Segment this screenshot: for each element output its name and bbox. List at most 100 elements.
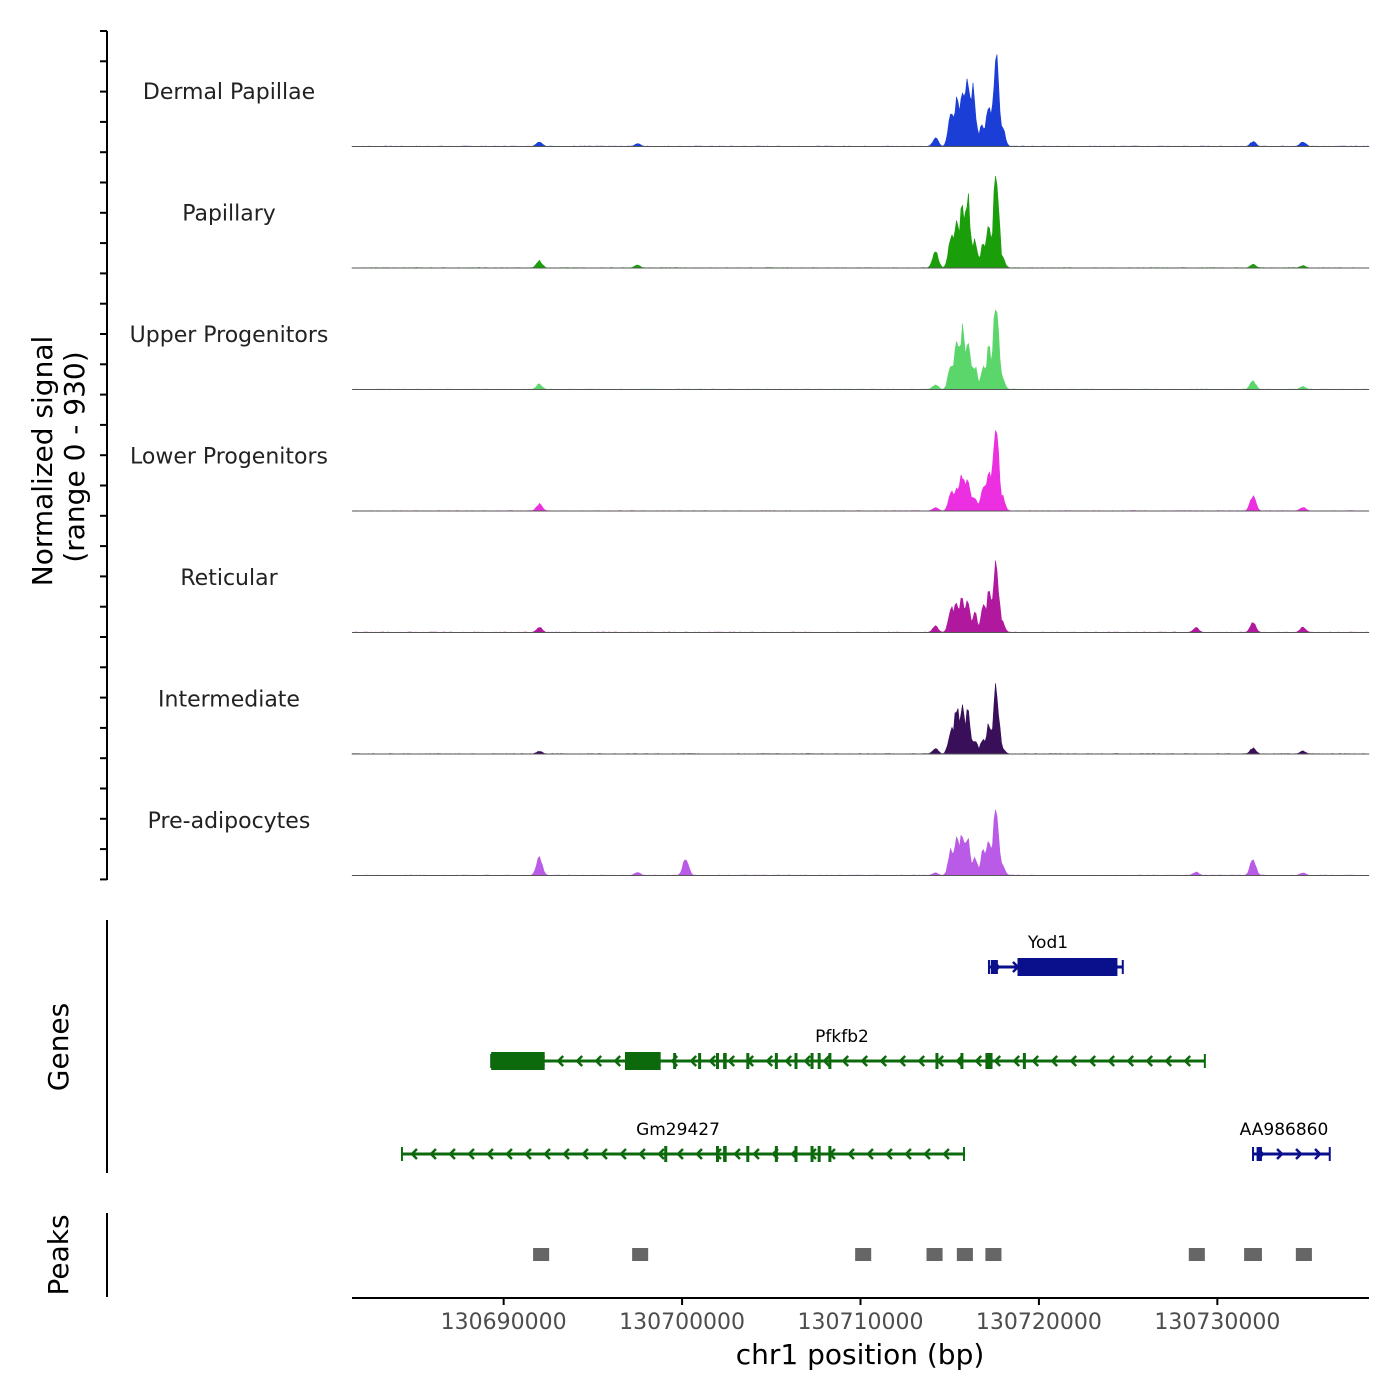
exon — [746, 1146, 750, 1162]
exon — [491, 1052, 545, 1070]
exon — [828, 1053, 832, 1069]
signal-area — [352, 560, 1370, 633]
strand-arrow — [1295, 1148, 1303, 1160]
signal-area — [352, 430, 1370, 512]
strand-arrow — [841, 1055, 850, 1067]
strand-arrow — [562, 1148, 570, 1160]
gene-gm29427: Gm29427 — [400, 1120, 965, 1162]
exon — [774, 1146, 778, 1162]
strand-arrow — [974, 1055, 983, 1067]
gene-name-label: AA986860 — [1240, 1120, 1329, 1140]
strand-arrow — [803, 1055, 812, 1067]
signal-area — [351, 809, 1370, 876]
strand-arrow — [695, 1148, 703, 1160]
strand-arrow — [708, 1055, 717, 1067]
track-label: Papillary — [182, 202, 276, 227]
gene-pfkfb2: Pfkfb2 — [490, 1027, 1206, 1070]
x-tick-label: 130710000 — [798, 1310, 924, 1335]
strand-arrow — [556, 1055, 565, 1067]
strand-arrow — [885, 1148, 893, 1160]
strand-arrow — [619, 1148, 627, 1160]
signal-y-ticks — [100, 30, 107, 881]
strand-arrow — [1069, 1055, 1078, 1067]
exon — [794, 1146, 798, 1162]
strand-arrow — [1145, 1055, 1154, 1067]
strand-arrow — [866, 1148, 874, 1160]
exon — [1256, 1147, 1262, 1161]
strand-arrow — [917, 1055, 926, 1067]
track-label: Reticular — [180, 566, 278, 591]
strand-arrow — [689, 1055, 698, 1067]
strand-arrow — [638, 1148, 646, 1160]
track-papillary: Papillary — [182, 175, 1370, 269]
exon — [810, 1146, 814, 1162]
x-axis-ticks: 130690000 130700000 130710000 130720000 1307… — [441, 1298, 1280, 1335]
peak-regions — [533, 1248, 1312, 1261]
y-axis-title: Normalized signal — [26, 336, 59, 587]
signal-tracks: Dermal Papillae Papillary Upper Progenitor… — [130, 54, 1370, 876]
strand-arrow — [505, 1148, 513, 1160]
track-label: Dermal Papillae — [143, 80, 315, 105]
strand-arrow — [1088, 1055, 1097, 1067]
strand-arrow — [1126, 1055, 1135, 1067]
peak-region — [956, 1248, 973, 1261]
peak-region — [1295, 1248, 1312, 1261]
peak-region — [926, 1248, 943, 1261]
x-tick-label: 130730000 — [1154, 1310, 1280, 1335]
track-intermediate: Intermediate — [158, 683, 1370, 755]
strand-arrow — [1031, 1055, 1040, 1067]
peak-region — [632, 1248, 649, 1261]
strand-arrow — [448, 1148, 456, 1160]
track-upper-progenitors: Upper Progenitors — [130, 309, 1370, 390]
strand-arrow — [942, 1148, 950, 1160]
track-label: Intermediate — [158, 688, 300, 713]
track-label: Pre-adipocytes — [148, 809, 311, 834]
signal-area — [352, 309, 1370, 390]
strand-arrow — [714, 1148, 722, 1160]
peak-region — [1244, 1248, 1262, 1261]
strand-arrow — [993, 1055, 1002, 1067]
track-label: Lower Progenitors — [130, 445, 328, 470]
strand-arrow — [600, 1148, 608, 1160]
strand-arrow — [898, 1055, 907, 1067]
exon — [624, 1052, 661, 1070]
exon — [810, 1053, 814, 1069]
gene-yod1: Yod1 — [987, 933, 1124, 976]
strand-arrow — [822, 1055, 831, 1067]
y-axis-range: (range 0 - 930) — [58, 351, 91, 562]
strand-arrow — [727, 1055, 736, 1067]
strand-arrow — [657, 1148, 665, 1160]
strand-arrow — [1276, 1148, 1284, 1160]
exon — [1017, 958, 1118, 976]
x-tick-label: 130700000 — [619, 1310, 745, 1335]
exon — [817, 1146, 821, 1162]
strand-arrow — [410, 1148, 418, 1160]
track-reticular: Reticular — [180, 560, 1370, 633]
strand-arrow — [784, 1055, 793, 1067]
strand-arrow — [923, 1148, 931, 1160]
strand-arrow — [676, 1148, 684, 1160]
signal-area — [351, 683, 1370, 755]
strand-arrow — [543, 1148, 551, 1160]
exon — [990, 960, 998, 974]
track-dermal-papillae: Dermal Papillae — [143, 54, 1370, 147]
gene-aa986860: AA986860 — [1240, 1120, 1331, 1161]
x-tick-label: 130720000 — [976, 1310, 1102, 1335]
exon — [774, 1053, 778, 1069]
exon — [664, 1146, 668, 1162]
strand-arrow — [524, 1148, 532, 1160]
strand-arrow — [613, 1055, 622, 1067]
strand-arrow — [904, 1148, 912, 1160]
strand-arrow — [1107, 1055, 1116, 1067]
exon — [985, 1053, 993, 1069]
exon — [746, 1053, 750, 1069]
strand-arrow — [1012, 1055, 1021, 1067]
x-tick-label: 130690000 — [441, 1310, 567, 1335]
exon — [1022, 1053, 1026, 1069]
exon — [828, 1146, 832, 1162]
exon — [817, 1053, 821, 1069]
strand-arrow — [581, 1148, 589, 1160]
track-pre-adipocytes: Pre-adipocytes — [148, 809, 1370, 876]
strand-arrow — [752, 1148, 760, 1160]
